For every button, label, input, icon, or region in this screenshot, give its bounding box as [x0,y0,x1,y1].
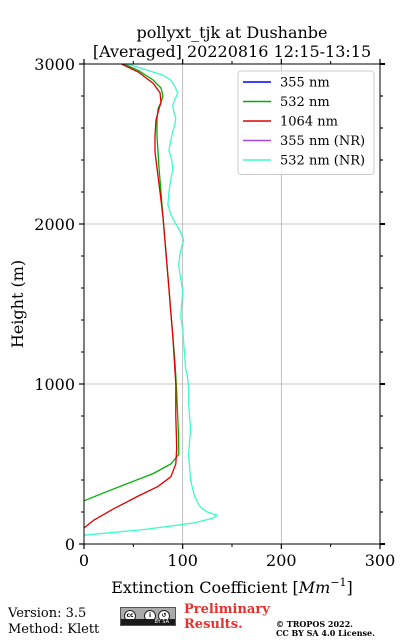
legend: 355 nm 532 nm 1064 nm 355 nm (NR) 532 nm (NR… [237,70,375,175]
x-tick-label: 0 [79,551,89,570]
copyright-line-1: © TROPOS 2022. [276,619,353,629]
legend-label: 532 nm [280,95,330,110]
y-tick-label: 2000 [34,215,75,234]
preliminary-results-notice: Preliminary Results. [184,602,270,632]
x-axis-label-unit: Mm [298,578,331,597]
legend-label: 355 nm [280,76,330,91]
x-axis-label-exponent: −1 [330,576,346,589]
series-line-532-nm-nr- [83,63,219,536]
x-axis-label-close: ] [347,578,353,597]
series-layer [83,63,219,536]
preliminary-line-2: Results. [184,617,243,632]
chart-title-line-2: [Averaged] 20220816 12:15-13:15 [92,42,372,61]
copyright-notice: © TROPOS 2022. CC BY SA 4.0 License. [276,620,375,638]
y-tick-label: 1000 [34,375,75,394]
legend-label: 532 nm (NR) [280,154,365,169]
x-tick-label: 100 [167,551,198,570]
cc-badge-strip: BY SA [121,619,175,625]
legend-label: 1064 nm [280,115,338,130]
x-axis-label: Extinction Coefficient [Mm−1] [111,576,353,597]
legend-box [237,70,375,175]
series-line-532-nm [83,63,180,502]
y-tick-label: 3000 [34,55,75,74]
version-text: Version: 3.5 [8,606,87,621]
method-text: Method: Klett [8,622,100,637]
chart-title-line-1: pollyxt_tjk at Dushanbe [136,23,328,42]
y-tick-label: 0 [65,535,75,554]
x-tick-label: 200 [266,551,297,570]
x-axis-label-main: Extinction Coefficient [ [111,578,299,597]
y-axis-label: Height (m) [8,260,27,348]
copyright-line-2: CC BY SA 4.0 License. [276,628,375,638]
x-tick-label: 300 [365,551,396,570]
series-line-1064-nm [83,63,178,529]
cc-license-badge: cc i ↺ BY SA [120,607,176,626]
preliminary-line-1: Preliminary [184,602,270,617]
legend-label: 355 nm (NR) [280,134,365,149]
